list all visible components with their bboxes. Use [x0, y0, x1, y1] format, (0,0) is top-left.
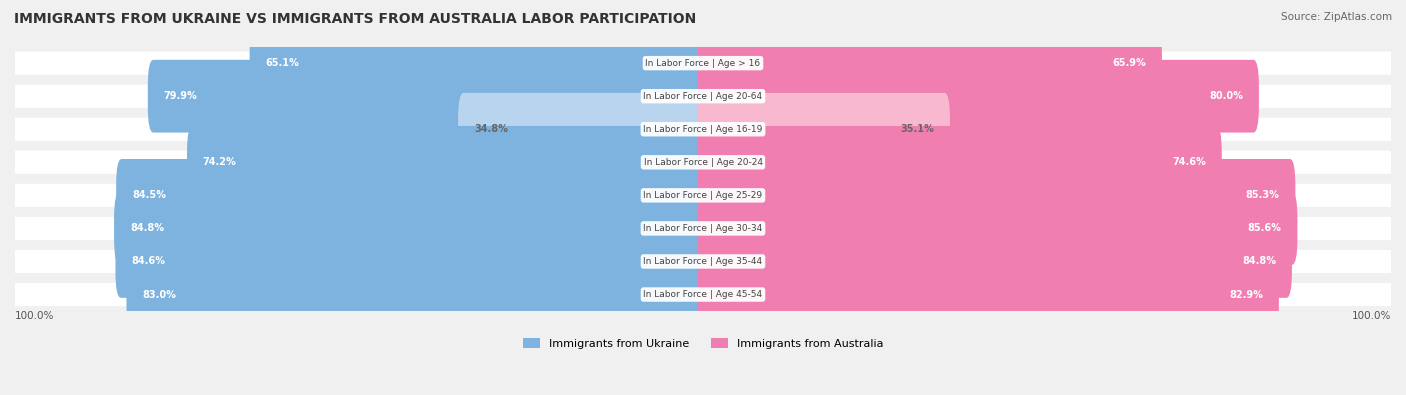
Text: In Labor Force | Age 20-24: In Labor Force | Age 20-24 — [644, 158, 762, 167]
Text: 84.8%: 84.8% — [1241, 256, 1277, 267]
Text: 82.9%: 82.9% — [1229, 290, 1263, 299]
Text: In Labor Force | Age 20-64: In Labor Force | Age 20-64 — [644, 92, 762, 101]
Text: 84.8%: 84.8% — [129, 224, 165, 233]
FancyBboxPatch shape — [697, 126, 1222, 199]
FancyBboxPatch shape — [697, 159, 1295, 232]
Text: 80.0%: 80.0% — [1209, 91, 1243, 101]
Text: In Labor Force | Age 45-54: In Labor Force | Age 45-54 — [644, 290, 762, 299]
FancyBboxPatch shape — [127, 258, 709, 331]
FancyBboxPatch shape — [15, 250, 1391, 273]
Legend: Immigrants from Ukraine, Immigrants from Australia: Immigrants from Ukraine, Immigrants from… — [519, 333, 887, 353]
FancyBboxPatch shape — [250, 27, 709, 100]
Text: In Labor Force | Age 30-34: In Labor Force | Age 30-34 — [644, 224, 762, 233]
FancyBboxPatch shape — [697, 27, 1161, 100]
Text: 100.0%: 100.0% — [1351, 311, 1391, 321]
Text: 85.3%: 85.3% — [1246, 190, 1279, 200]
FancyBboxPatch shape — [148, 60, 709, 133]
Text: 34.8%: 34.8% — [474, 124, 508, 134]
FancyBboxPatch shape — [15, 85, 1391, 108]
Text: 84.6%: 84.6% — [131, 256, 165, 267]
Text: 65.1%: 65.1% — [266, 58, 299, 68]
FancyBboxPatch shape — [117, 159, 709, 232]
Text: 100.0%: 100.0% — [15, 311, 55, 321]
Text: In Labor Force | Age 25-29: In Labor Force | Age 25-29 — [644, 191, 762, 200]
FancyBboxPatch shape — [697, 93, 950, 166]
Text: 74.6%: 74.6% — [1173, 157, 1206, 167]
Text: 79.9%: 79.9% — [163, 91, 197, 101]
FancyBboxPatch shape — [15, 217, 1391, 240]
Text: In Labor Force | Age 16-19: In Labor Force | Age 16-19 — [644, 125, 762, 134]
Text: 74.2%: 74.2% — [202, 157, 236, 167]
FancyBboxPatch shape — [187, 126, 709, 199]
Text: In Labor Force | Age 35-44: In Labor Force | Age 35-44 — [644, 257, 762, 266]
Text: IMMIGRANTS FROM UKRAINE VS IMMIGRANTS FROM AUSTRALIA LABOR PARTICIPATION: IMMIGRANTS FROM UKRAINE VS IMMIGRANTS FR… — [14, 12, 696, 26]
FancyBboxPatch shape — [114, 192, 709, 265]
FancyBboxPatch shape — [697, 60, 1258, 133]
Text: Source: ZipAtlas.com: Source: ZipAtlas.com — [1281, 12, 1392, 22]
Text: 85.6%: 85.6% — [1247, 224, 1282, 233]
FancyBboxPatch shape — [697, 225, 1292, 298]
Text: In Labor Force | Age > 16: In Labor Force | Age > 16 — [645, 58, 761, 68]
Text: 35.1%: 35.1% — [900, 124, 934, 134]
FancyBboxPatch shape — [15, 52, 1391, 75]
FancyBboxPatch shape — [15, 184, 1391, 207]
FancyBboxPatch shape — [115, 225, 709, 298]
FancyBboxPatch shape — [458, 93, 709, 166]
Text: 84.5%: 84.5% — [132, 190, 166, 200]
Text: 83.0%: 83.0% — [142, 290, 176, 299]
FancyBboxPatch shape — [15, 118, 1391, 141]
FancyBboxPatch shape — [697, 192, 1298, 265]
Text: 65.9%: 65.9% — [1112, 58, 1146, 68]
FancyBboxPatch shape — [697, 258, 1279, 331]
FancyBboxPatch shape — [15, 151, 1391, 174]
FancyBboxPatch shape — [15, 283, 1391, 306]
